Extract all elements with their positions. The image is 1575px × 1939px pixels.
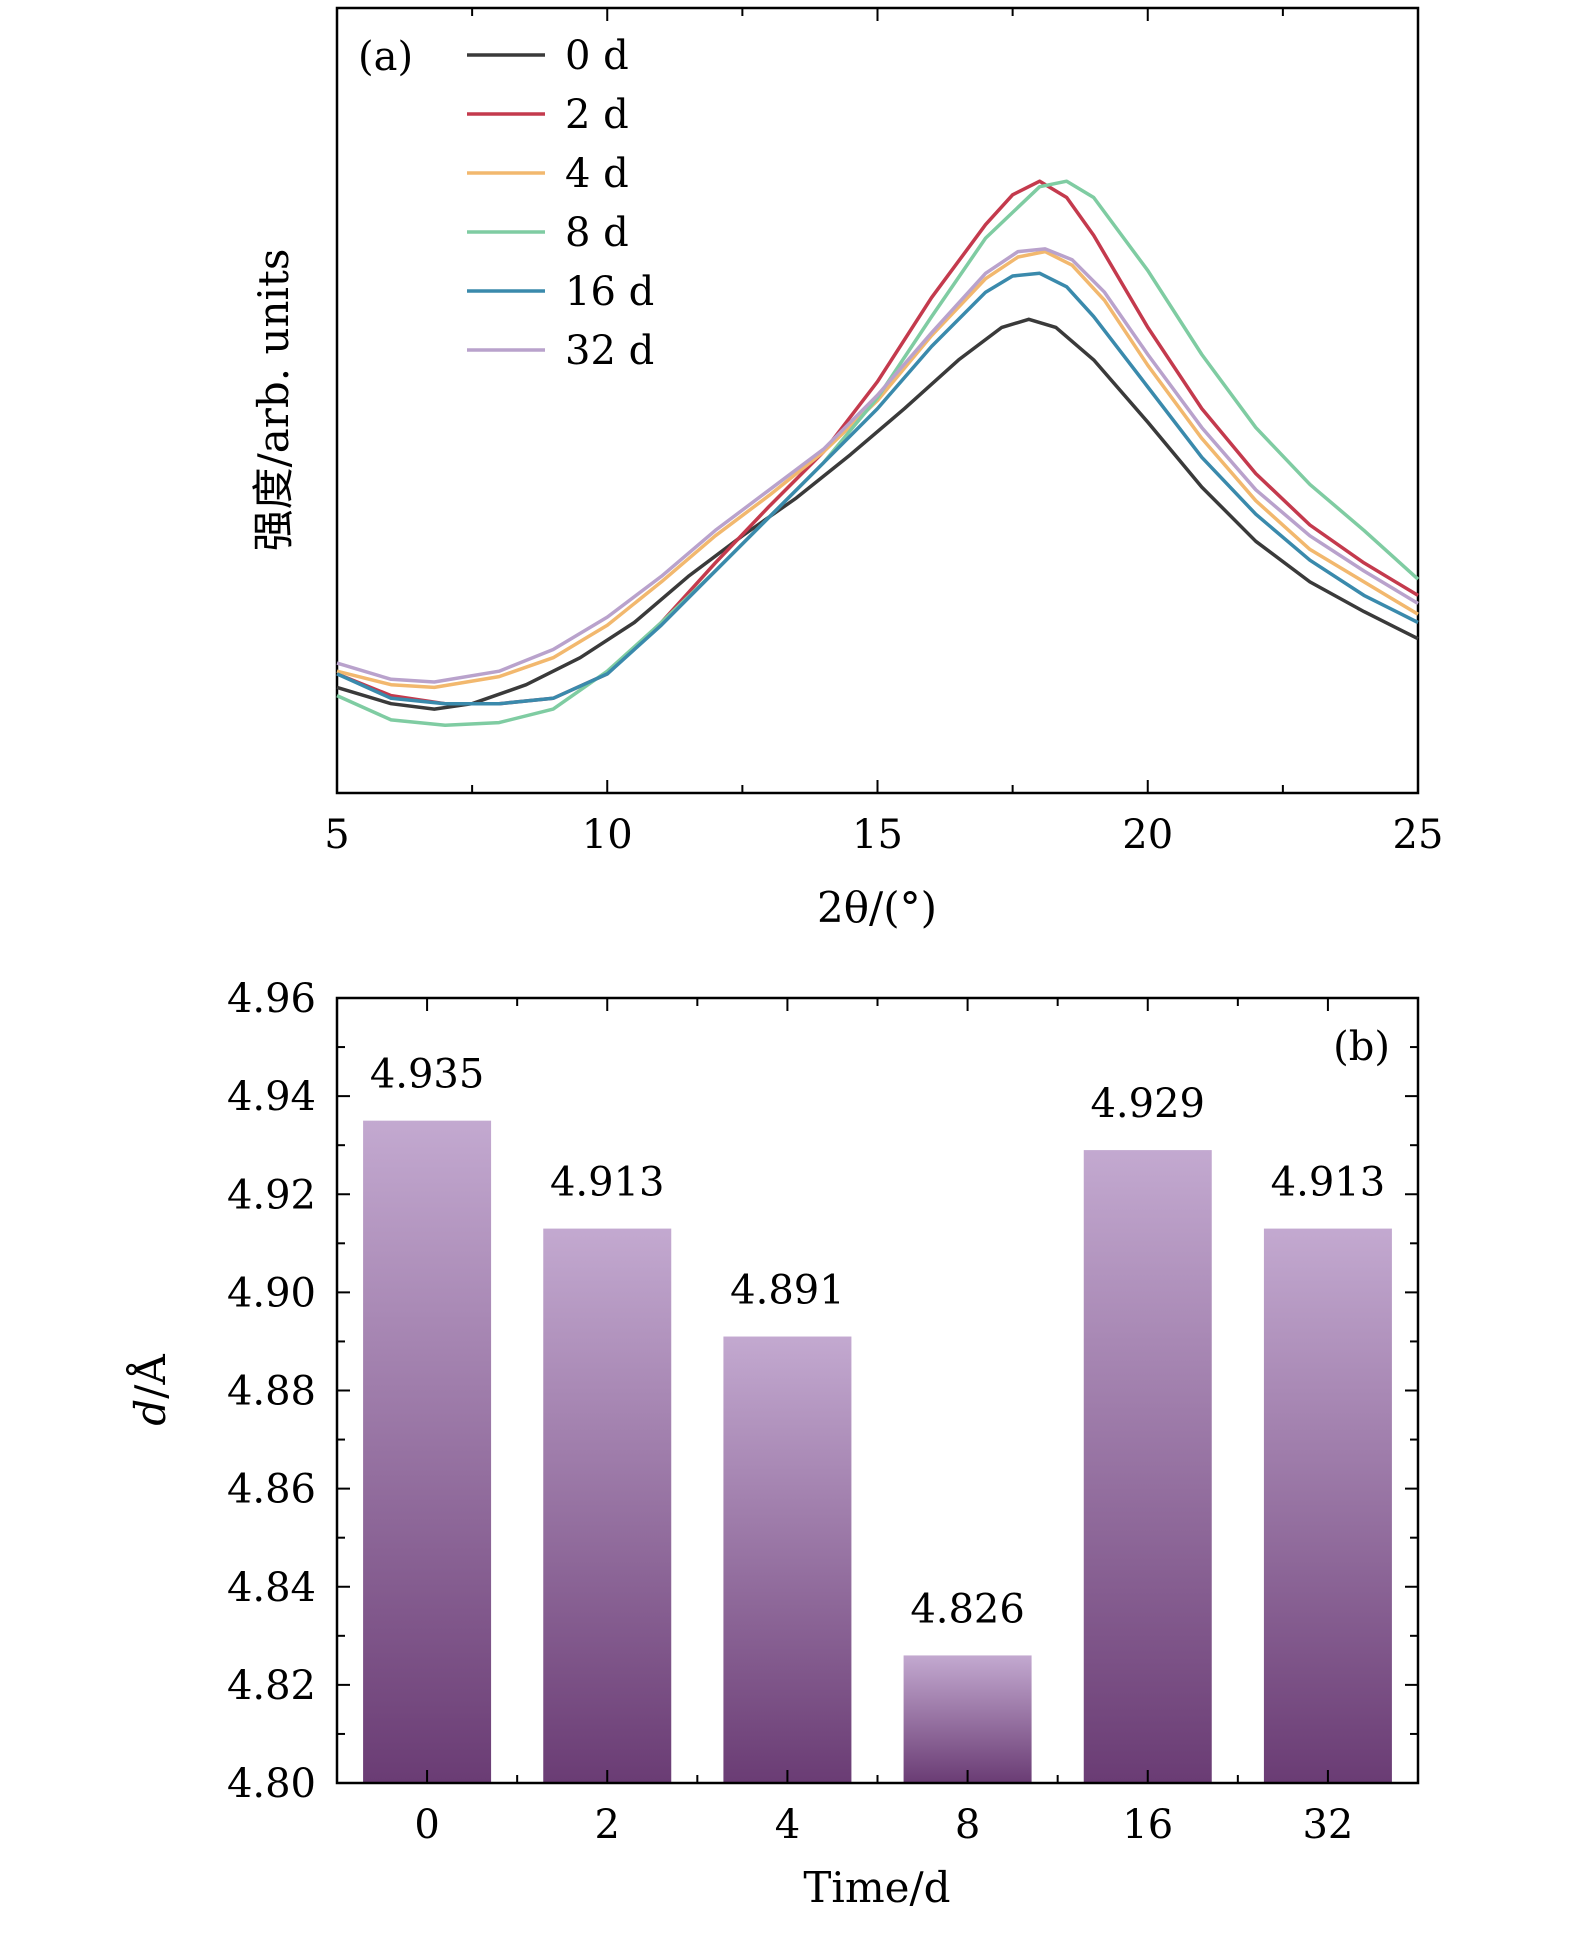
bar-0: [363, 1120, 492, 1783]
panel-b-y-axis: 4.80 4.82 4.84 4.86 4.88 4.90 4.92 4.94 4.96: [227, 976, 1418, 1807]
bar-value-label-8: 4.826: [910, 1586, 1025, 1632]
y-tick-label: 4.80: [227, 1761, 316, 1807]
series-line-16d: [336, 271, 1419, 706]
bar-32: [1263, 1228, 1392, 1783]
x-tick-label-8: 8: [955, 1802, 980, 1848]
legend-label-8d: 8 d: [565, 210, 629, 256]
y-tick-label: 4.90: [227, 1270, 316, 1316]
panel-b-y-axis-title-symbol: d: [126, 1399, 175, 1426]
panel-b-x-axis: 0 2 4 8 16 32: [414, 998, 1353, 1848]
panel-b-plot-frame: [335, 996, 1420, 1785]
bar-2: [543, 1228, 672, 1783]
legend-label-16d: 16 d: [565, 269, 654, 315]
x-tick-label-2: 2: [595, 1802, 620, 1848]
y-tick-label: 4.82: [227, 1663, 316, 1709]
y-tick-label: 4.96: [227, 976, 316, 1022]
x-tick-label-4: 4: [775, 1802, 800, 1848]
bar-4: [723, 1336, 852, 1783]
series-line-2d: [336, 179, 1419, 706]
panel-b-bars-group: 4.935 4.913 4.891 4.826 4.929 4.913: [363, 1052, 1392, 1783]
bar-value-label-2: 4.913: [550, 1160, 665, 1206]
x-tick-label: 20: [1122, 812, 1173, 858]
y-tick-label: 4.86: [227, 1467, 316, 1513]
panel-a-series-group: [336, 179, 1420, 728]
legend-label-0d: 0 d: [565, 33, 629, 79]
x-tick-label: 5: [324, 812, 349, 858]
series-line-32d: [336, 247, 1419, 684]
panel-b-x-axis-title: Time/d: [803, 1863, 950, 1912]
y-tick-label: 4.92: [227, 1172, 316, 1218]
x-tick-label: 10: [582, 812, 633, 858]
legend-label-2d: 2 d: [565, 92, 629, 138]
panel-a-y-axis-title: 强度/arb. units: [249, 249, 298, 552]
panel-a-line-chart: 5 10 15 20 25 (a) 0 d 2 d 4 d 8 d 16 d 32 d 2θ/(°…: [249, 6, 1443, 932]
series-line-8d: [336, 179, 1420, 728]
panel-a-legend: 0 d 2 d 4 d 8 d 16 d 32 d: [467, 33, 654, 374]
bar-value-label-32: 4.913: [1271, 1160, 1386, 1206]
bar-value-label-0: 4.935: [370, 1052, 485, 1098]
panel-b-y-axis-title-unit: /Å: [125, 1354, 175, 1399]
y-tick-label: 4.84: [227, 1565, 316, 1611]
x-tick-label: 25: [1393, 812, 1444, 858]
bar-value-label-16: 4.929: [1090, 1081, 1205, 1127]
x-tick-label-16: 16: [1122, 1802, 1173, 1848]
panel-a-label: (a): [358, 34, 413, 80]
panel-b-label: (b): [1333, 1024, 1390, 1070]
bar-16: [1083, 1150, 1212, 1783]
panel-a-x-axis-title: 2θ/(°): [817, 883, 937, 932]
series-line-0d: [336, 317, 1419, 711]
bar-value-label-4: 4.891: [730, 1268, 845, 1314]
panel-a-x-axis: 5 10 15 20 25: [324, 8, 1443, 858]
legend-label-4d: 4 d: [565, 151, 629, 197]
legend-label-32d: 32 d: [565, 328, 654, 374]
bar-8: [903, 1655, 1032, 1783]
panel-b-y-axis-title: d/Å: [125, 1354, 175, 1426]
y-tick-label: 4.88: [227, 1369, 316, 1415]
x-tick-label: 15: [852, 812, 903, 858]
x-tick-label-0: 0: [414, 1802, 439, 1848]
series-line-4d: [336, 249, 1419, 690]
y-tick-label: 4.94: [227, 1074, 316, 1120]
x-tick-label-32: 32: [1302, 1802, 1353, 1848]
